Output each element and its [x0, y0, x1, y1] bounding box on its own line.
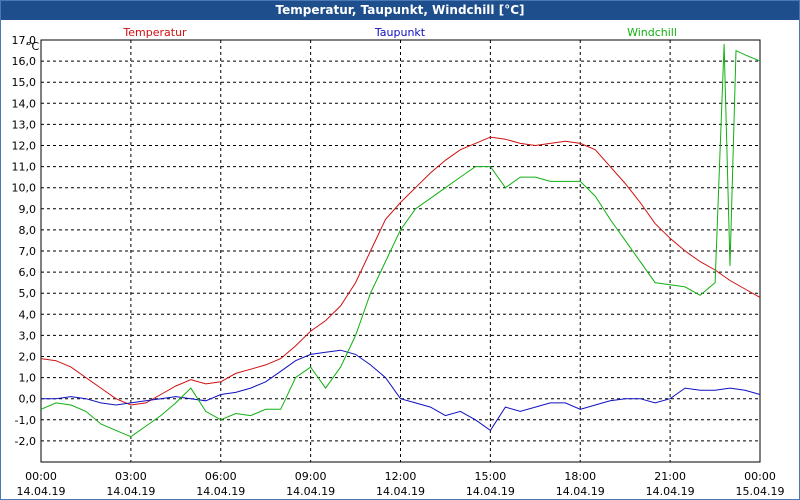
x-tick-time: 06:00 — [205, 470, 237, 483]
y-tick-label: 15,0 — [12, 76, 37, 89]
x-tick-time: 00:00 — [25, 470, 57, 483]
y-tick-label: 14,0 — [12, 97, 37, 110]
legend: Temperatur Taupunkt Windchill — [122, 26, 677, 39]
x-tick-date: 14.04.19 — [17, 485, 66, 498]
x-tick-time: 12:00 — [385, 470, 417, 483]
legend-windchill: Windchill — [627, 26, 677, 39]
x-tick-time: 00:00 — [744, 470, 776, 483]
y-tick-label: 17,0 — [12, 34, 37, 47]
series-line-windchill — [40, 44, 761, 438]
y-tick-label: 1,0 — [19, 372, 37, 385]
y-tick-label: 0,0 — [19, 393, 37, 406]
y-tick-label: 8,0 — [19, 224, 37, 237]
x-tick-date: 14.04.19 — [646, 485, 695, 498]
y-tick-label: 12,0 — [12, 140, 37, 153]
y-tick-label: 4,0 — [19, 308, 37, 321]
x-tick-date: 14.04.19 — [466, 485, 515, 498]
x-tick-time: 09:00 — [295, 470, 327, 483]
y-tick-label: 9,0 — [19, 203, 37, 216]
x-tick-date: 15.04.19 — [736, 485, 785, 498]
x-axis: 00:00 14.04.19 03:00 14.04.19 06:00 14.04.19 0… — [17, 470, 785, 498]
x-tick-time: 21:00 — [654, 470, 686, 483]
x-tick-date: 14.04.19 — [106, 485, 155, 498]
y-tick-label: 2,0 — [19, 351, 37, 364]
y-tick-label: -1,0 — [15, 414, 36, 427]
x-tick-time: 15:00 — [475, 470, 507, 483]
legend-taupunkt: Taupunkt — [374, 26, 426, 39]
x-tick-time: 03:00 — [115, 470, 147, 483]
series-layer — [40, 44, 761, 438]
y-tick-label: 6,0 — [19, 266, 37, 279]
y-tick-label: 7,0 — [19, 245, 37, 258]
y-tick-label: 11,0 — [12, 161, 37, 174]
y-axis: -2,0 -1,0 0,0 1,0 2,0 3,0 4,0 5,0 6,0 7,0 8,0 9,0 10… — [12, 34, 37, 448]
y-tick-label: 5,0 — [19, 287, 37, 300]
series-line-taupunkt — [41, 349, 761, 432]
plot-area — [40, 39, 761, 463]
legend-temperatur: Temperatur — [122, 26, 187, 39]
x-tick-date: 14.04.19 — [196, 485, 245, 498]
y-tick-label: 10,0 — [12, 182, 37, 195]
window-title: Temperatur, Taupunkt, Windchill [°C] — [1, 1, 799, 20]
x-tick-date: 14.04.19 — [286, 485, 335, 498]
grid-layer — [41, 39, 760, 462]
y-tick-label: 3,0 — [19, 329, 37, 342]
y-tick-label: 16,0 — [12, 55, 37, 68]
series-line-temperatur — [40, 136, 761, 406]
y-tick-label: -2,0 — [15, 435, 36, 448]
y-tick-label: 13,0 — [12, 118, 37, 131]
x-tick-date: 14.04.19 — [376, 485, 425, 498]
x-tick-time: 18:00 — [564, 470, 596, 483]
y-axis-label: °C — [26, 40, 40, 53]
x-tick-date: 14.04.19 — [556, 485, 605, 498]
